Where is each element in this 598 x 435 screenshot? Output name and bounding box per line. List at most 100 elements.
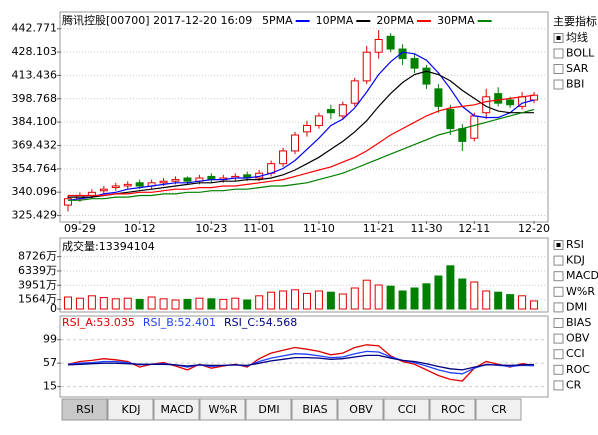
y-tick-label: 57: [43, 356, 57, 369]
menu-item[interactable]: RSI: [566, 238, 584, 251]
menu-item[interactable]: 均线: [566, 30, 588, 44]
menu-item[interactable]: BOLL: [566, 47, 595, 60]
legend-label: RSI_B:52.401: [143, 316, 216, 329]
legend-label: 20PMA: [376, 14, 414, 27]
tab-label[interactable]: CR: [491, 403, 507, 416]
checkbox[interactable]: [553, 64, 564, 74]
checkbox[interactable]: [553, 333, 564, 344]
tab[interactable]: [245, 398, 292, 421]
candle-body: [422, 67, 431, 85]
volume-bar: [291, 289, 300, 310]
tab-label[interactable]: CCI: [398, 403, 417, 416]
checkbox[interactable]: [553, 48, 564, 59]
candle-body: [302, 124, 311, 133]
candle-body: [279, 150, 288, 165]
x-tick-label: 10-12: [124, 222, 156, 235]
checkbox[interactable]: [553, 364, 564, 375]
tab[interactable]: [107, 398, 154, 421]
candle-body: [398, 48, 407, 60]
menu-item[interactable]: BIAS: [566, 316, 591, 329]
y-tick-label: 325.429: [12, 209, 58, 222]
tab-label[interactable]: KDJ: [122, 403, 141, 416]
candle-body: [506, 99, 515, 106]
candle-body: [291, 134, 300, 152]
y-tick-label: 15: [43, 380, 57, 393]
candle-body: [458, 128, 467, 142]
checkbox[interactable]: [553, 255, 564, 266]
candle-body: [123, 183, 132, 187]
x-tick-label: 11-30: [410, 222, 442, 235]
checkbox[interactable]: [553, 349, 564, 360]
y-tick-label: 1564万: [18, 293, 57, 306]
checkbox[interactable]: [553, 286, 564, 297]
volume-bar: [494, 291, 503, 310]
tab-label[interactable]: DMI: [258, 403, 279, 416]
volume-bar: [506, 294, 515, 310]
volume-bar: [422, 283, 431, 310]
tab[interactable]: [199, 398, 246, 421]
menu-item[interactable]: KDJ: [566, 254, 585, 267]
volume-bar: [374, 284, 383, 310]
tab[interactable]: [337, 398, 384, 421]
volume-bar: [530, 300, 539, 310]
checkbox[interactable]: [553, 271, 564, 282]
volume-bar: [99, 297, 108, 310]
tab-label[interactable]: RSI: [76, 403, 94, 416]
volume-bar: [111, 298, 120, 310]
menu-item[interactable]: MACD: [566, 269, 598, 282]
volume-bar: [410, 287, 419, 310]
x-tick-label: 11-01: [243, 222, 275, 235]
volume-bar: [279, 290, 288, 310]
rsi-line: [67, 354, 535, 371]
tab[interactable]: [153, 398, 200, 421]
volume-bar: [87, 295, 96, 310]
checkbox[interactable]: [553, 380, 564, 391]
y-tick-label: 413.436: [12, 68, 58, 81]
candle-body: [111, 185, 120, 189]
tab-label[interactable]: W%R: [209, 403, 238, 416]
menu-item[interactable]: W%R: [566, 285, 595, 298]
tab-label[interactable]: BIAS: [302, 403, 327, 416]
menu-item[interactable]: BBI: [566, 78, 584, 91]
candle-body: [326, 109, 335, 114]
ma-line: [68, 70, 534, 198]
tab[interactable]: [61, 398, 108, 421]
volume-bar: [314, 290, 323, 310]
legend-label: RSI_A:53.035: [62, 316, 135, 329]
menu-item[interactable]: ROC: [566, 363, 590, 376]
volume-bar: [135, 298, 144, 310]
checkbox[interactable]: [553, 79, 564, 90]
tab[interactable]: [429, 398, 476, 421]
candle-body: [171, 179, 180, 182]
volume-bar: [255, 295, 264, 310]
ma-line: [67, 51, 535, 201]
y-tick-label: 384.100: [12, 115, 58, 128]
candle-body: [338, 104, 347, 117]
menu-item[interactable]: CR: [566, 378, 582, 391]
y-tick-label: 99: [43, 333, 57, 346]
tab-label[interactable]: OBV: [349, 403, 373, 416]
volume-bar: [147, 296, 156, 310]
tab[interactable]: [475, 398, 522, 421]
checkbox-check: [556, 243, 561, 247]
menu-item[interactable]: SAR: [566, 62, 589, 75]
menu-item[interactable]: CCI: [566, 347, 585, 360]
x-tick-label: 11-21: [363, 222, 395, 235]
checkbox[interactable]: [553, 318, 564, 328]
candle-body: [446, 109, 455, 130]
candle-body: [434, 88, 443, 107]
tab[interactable]: [383, 398, 430, 421]
volume-panel-frame: [59, 237, 549, 313]
menu-item[interactable]: OBV: [566, 332, 590, 345]
tab-label[interactable]: MACD: [161, 403, 194, 416]
y-tick-label: 428.103: [12, 45, 58, 58]
checkbox[interactable]: [553, 302, 564, 313]
tab[interactable]: [291, 398, 338, 421]
volume-bar: [302, 292, 311, 310]
candle-body: [494, 93, 503, 104]
y-tick-label: 3951万: [18, 278, 57, 291]
menu-item[interactable]: DMI: [566, 300, 587, 313]
legend-label: 30PMA: [437, 14, 475, 27]
tab-label[interactable]: ROC: [441, 403, 465, 416]
volume-bar: [63, 296, 72, 310]
